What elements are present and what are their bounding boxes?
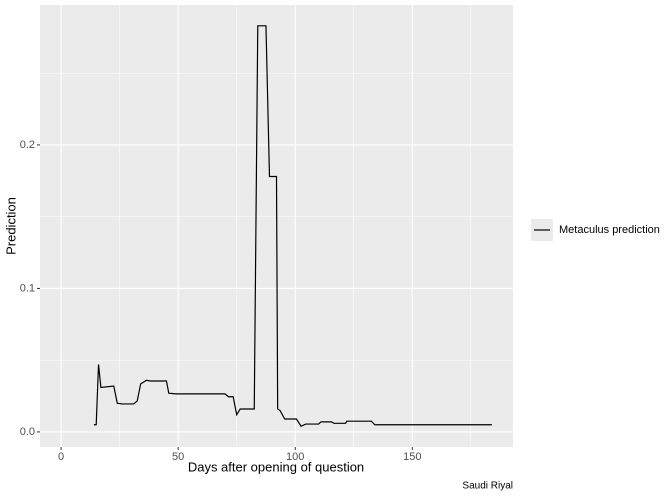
y-tick-label: 0.2 xyxy=(20,139,35,151)
x-tick-label: 150 xyxy=(403,451,421,463)
x-tick-label: 50 xyxy=(172,451,184,463)
y-tick-label: 0.0 xyxy=(20,426,35,438)
x-tick-label: 0 xyxy=(58,451,64,463)
line xyxy=(93,25,492,427)
y-tick-label: 0.1 xyxy=(20,282,35,294)
legend-label: Metaculus prediction xyxy=(559,224,660,236)
x-tick-label: 100 xyxy=(286,451,304,463)
y-axis-title: Prediction xyxy=(3,197,18,255)
caption: Saudi Riyal xyxy=(462,481,513,492)
x-axis-title: Days after opening of question xyxy=(188,459,364,474)
